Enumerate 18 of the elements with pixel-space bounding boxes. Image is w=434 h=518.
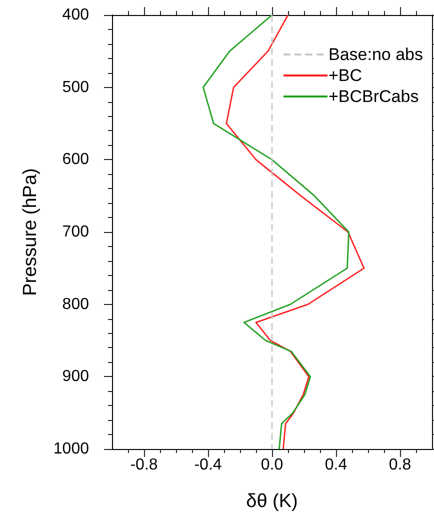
y-tick-label: 1000 bbox=[53, 440, 90, 458]
y-tick-label: 700 bbox=[62, 224, 90, 240]
x-axis-title: δθ (K) bbox=[246, 491, 298, 512]
y-tick-label: 900 bbox=[62, 368, 90, 386]
x-tick-label: 0.4 bbox=[324, 456, 348, 474]
y-axis-title: Pressure (hPa) bbox=[20, 168, 41, 296]
y-tick-label: 500 bbox=[62, 78, 90, 96]
x-tick-label: -0.8 bbox=[130, 456, 158, 474]
x-tick-label: -0.4 bbox=[194, 456, 222, 474]
y-tick-label: 400 bbox=[62, 6, 90, 24]
legend-label: +BC bbox=[328, 66, 362, 85]
legend-label: +BCBrCabs bbox=[328, 87, 419, 106]
line-series bbox=[271, 14, 273, 450]
y-tick-label: 600 bbox=[62, 151, 90, 168]
y-tick-label: 800 bbox=[62, 296, 90, 313]
x-tick-label: 0.8 bbox=[388, 456, 412, 474]
legend-label: Base:no abs bbox=[328, 45, 424, 64]
x-tick-label: 0.0 bbox=[260, 456, 284, 474]
